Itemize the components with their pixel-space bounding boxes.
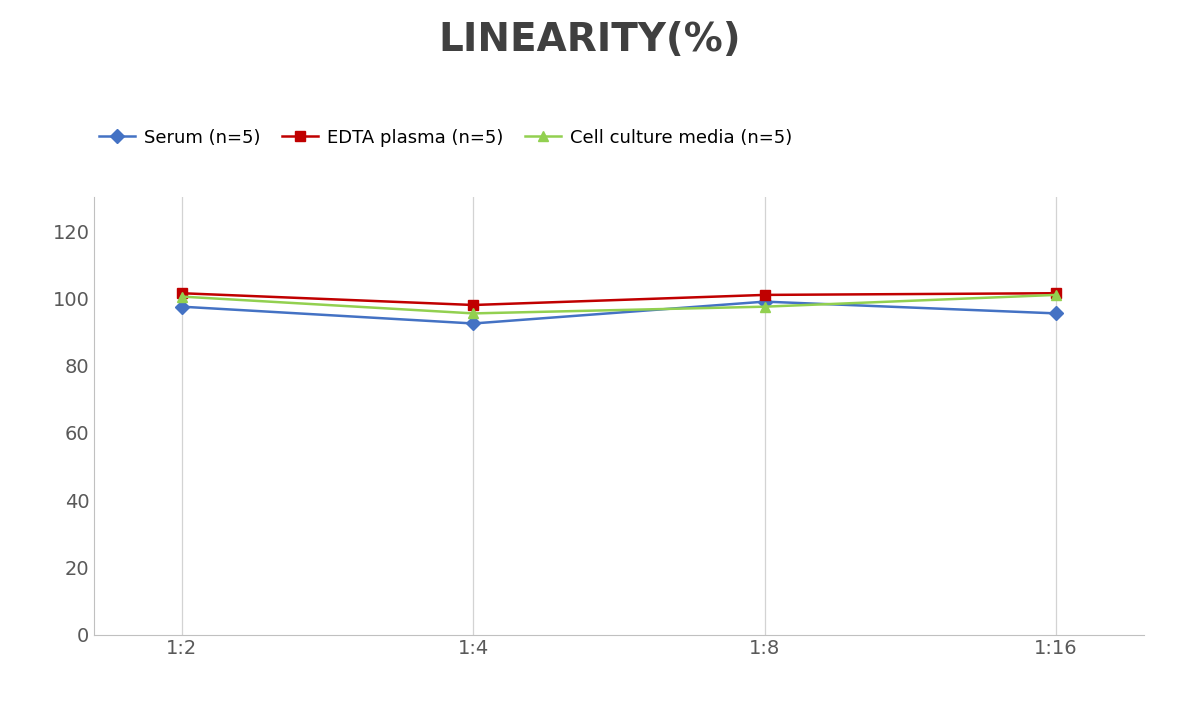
Legend: Serum (n=5), EDTA plasma (n=5), Cell culture media (n=5): Serum (n=5), EDTA plasma (n=5), Cell cul… — [92, 122, 799, 154]
Text: LINEARITY(%): LINEARITY(%) — [439, 21, 740, 59]
